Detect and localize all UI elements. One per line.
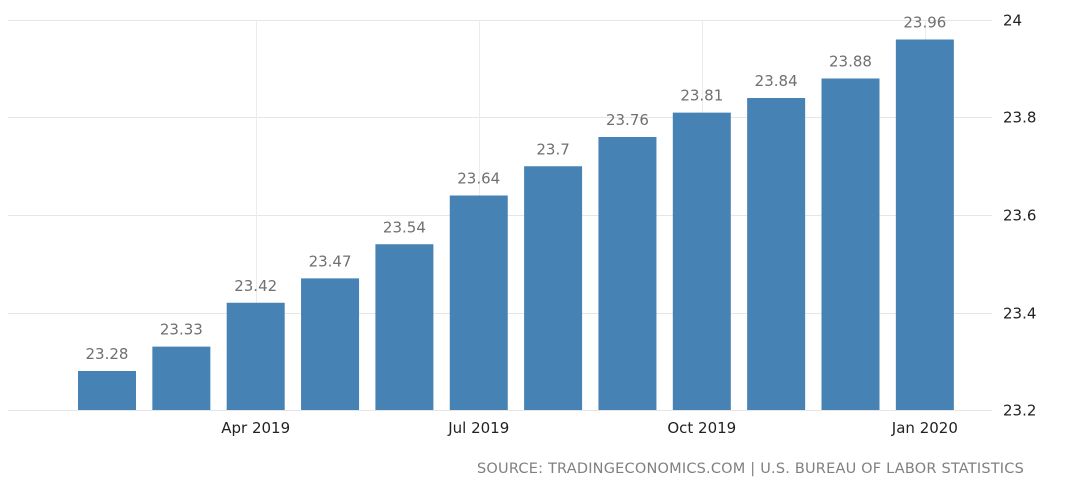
value-labels-layer: 23.28 23.33 23.42 23.47 23.54 23.64 23.7 23.76 2… (86, 14, 947, 364)
data-label: 23.33 (160, 321, 203, 339)
bar (226, 302, 285, 410)
x-tick-label: Apr 2019 (221, 419, 290, 437)
y-tick-label: 23.4 (1003, 305, 1036, 323)
bar (78, 371, 136, 410)
data-label: 23.54 (383, 218, 426, 236)
x-axis: Apr 2019 Jul 2019 Oct 2019 Jan 2020 (221, 419, 958, 437)
y-tick-label: 23.2 (1003, 402, 1036, 420)
bar (375, 244, 434, 410)
data-label: 23.96 (903, 14, 946, 32)
x-tick-label: Jan 2020 (891, 419, 958, 437)
bar (301, 278, 360, 410)
y-tick-label: 23.8 (1003, 109, 1036, 127)
y-tick-label: 23.6 (1003, 207, 1036, 225)
bar (895, 39, 954, 410)
data-label: 23.88 (829, 53, 872, 71)
bar (449, 195, 508, 410)
bar (747, 98, 806, 410)
bar (152, 346, 211, 410)
bar (524, 166, 583, 410)
y-axis: 23.2 23.4 23.6 23.8 24 (1003, 12, 1036, 420)
data-label: 23.64 (457, 170, 500, 188)
source-note: SOURCE: TRADINGECONOMICS.COM | U.S. BURE… (477, 461, 1024, 477)
y-tick-label: 24 (1003, 12, 1022, 30)
data-label: 23.7 (536, 140, 569, 158)
bar (821, 78, 880, 410)
bar (598, 137, 657, 410)
bar (672, 112, 731, 410)
data-label: 23.28 (86, 345, 129, 363)
data-label: 23.42 (234, 277, 277, 295)
x-tick-label: Oct 2019 (667, 419, 736, 437)
data-label: 23.84 (755, 72, 798, 90)
bars-layer (78, 39, 954, 410)
data-label: 23.81 (680, 87, 723, 105)
data-label: 23.47 (309, 252, 352, 270)
data-label: 23.76 (606, 111, 649, 129)
x-tick-label: Jul 2019 (447, 419, 509, 437)
